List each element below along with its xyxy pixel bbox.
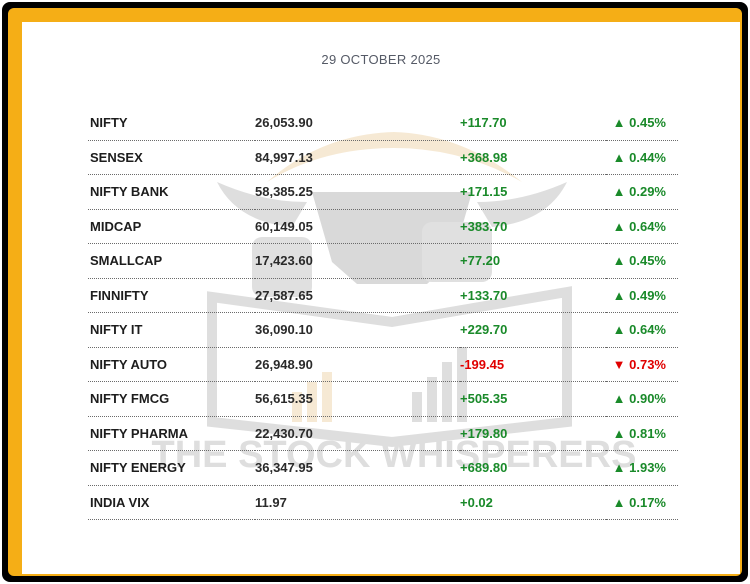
- index-value: 27,587.65: [255, 278, 460, 313]
- table-row: NIFTY IT 36,090.10 +229.70 ▲ 0.64%: [88, 312, 678, 348]
- market-table: NIFTY 26,053.90 +117.70 ▲ 0.45% SENSEX 84,997…: [88, 106, 678, 520]
- index-name: INDIA VIX: [88, 485, 255, 520]
- index-change: +229.70: [460, 312, 606, 348]
- index-percent: ▲ 0.64%: [606, 312, 678, 348]
- table-row: MIDCAP 60,149.05 +383.70 ▲ 0.64%: [88, 209, 678, 244]
- market-card: THE STOCK WHISPERERS 29 OCTOBER 2025 NIF…: [22, 22, 740, 574]
- index-percent: ▲ 0.29%: [606, 174, 678, 210]
- index-percent: ▲ 1.93%: [606, 450, 678, 486]
- index-name: SENSEX: [88, 140, 255, 175]
- index-name: SMALLCAP: [88, 243, 255, 279]
- index-value: 36,347.95: [255, 450, 460, 486]
- index-percent: ▼ 0.73%: [606, 347, 678, 382]
- index-change: -199.45: [460, 347, 606, 382]
- index-percent: ▲ 0.81%: [606, 416, 678, 451]
- table-row: NIFTY AUTO 26,948.90 -199.45 ▼ 0.73%: [88, 347, 678, 382]
- index-percent: ▲ 0.45%: [606, 106, 678, 141]
- index-change: +505.35: [460, 381, 606, 417]
- index-change: +689.80: [460, 450, 606, 486]
- index-name: NIFTY PHARMA: [88, 416, 255, 451]
- table-row: NIFTY 26,053.90 +117.70 ▲ 0.45%: [88, 106, 678, 141]
- index-change: +0.02: [460, 485, 606, 520]
- table-row: NIFTY PHARMA 22,430.70 +179.80 ▲ 0.81%: [88, 416, 678, 451]
- index-value: 11.97: [255, 485, 460, 520]
- index-percent: ▲ 0.90%: [606, 381, 678, 417]
- index-percent: ▲ 0.64%: [606, 209, 678, 244]
- table-row: NIFTY BANK 58,385.25 +171.15 ▲ 0.29%: [88, 174, 678, 210]
- index-change: +171.15: [460, 174, 606, 210]
- index-percent: ▲ 0.44%: [606, 140, 678, 175]
- index-value: 36,090.10: [255, 312, 460, 348]
- index-value: 17,423.60: [255, 243, 460, 279]
- index-value: 22,430.70: [255, 416, 460, 451]
- index-name: FINNIFTY: [88, 278, 255, 313]
- index-value: 84,997.13: [255, 140, 460, 175]
- table-row: INDIA VIX 11.97 +0.02 ▲ 0.17%: [88, 485, 678, 520]
- report-date: 29 OCTOBER 2025: [321, 52, 441, 67]
- index-change: +117.70: [460, 106, 606, 141]
- index-percent: ▲ 0.49%: [606, 278, 678, 313]
- index-change: +368.98: [460, 140, 606, 175]
- index-change: +383.70: [460, 209, 606, 244]
- index-value: 26,053.90: [255, 106, 460, 141]
- gold-border: THE STOCK WHISPERERS 29 OCTOBER 2025 NIF…: [8, 8, 742, 576]
- index-value: 60,149.05: [255, 209, 460, 244]
- index-value: 26,948.90: [255, 347, 460, 382]
- index-change: +179.80: [460, 416, 606, 451]
- index-value: 56,615.35: [255, 381, 460, 417]
- table-row: SMALLCAP 17,423.60 +77.20 ▲ 0.45%: [88, 243, 678, 279]
- index-percent: ▲ 0.45%: [606, 243, 678, 279]
- index-name: NIFTY BANK: [88, 174, 255, 210]
- table-row: FINNIFTY 27,587.65 +133.70 ▲ 0.49%: [88, 278, 678, 313]
- index-name: NIFTY: [88, 106, 255, 141]
- index-name: NIFTY AUTO: [88, 347, 255, 382]
- table-row: NIFTY ENERGY 36,347.95 +689.80 ▲ 1.93%: [88, 450, 678, 486]
- index-percent: ▲ 0.17%: [606, 485, 678, 520]
- table-row: NIFTY FMCG 56,615.35 +505.35 ▲ 0.90%: [88, 381, 678, 417]
- index-name: MIDCAP: [88, 209, 255, 244]
- index-name: NIFTY IT: [88, 312, 255, 348]
- index-value: 58,385.25: [255, 174, 460, 210]
- index-name: NIFTY ENERGY: [88, 450, 255, 486]
- index-name: NIFTY FMCG: [88, 381, 255, 417]
- index-change: +77.20: [460, 243, 606, 279]
- table-row: SENSEX 84,997.13 +368.98 ▲ 0.44%: [88, 140, 678, 175]
- index-change: +133.70: [460, 278, 606, 313]
